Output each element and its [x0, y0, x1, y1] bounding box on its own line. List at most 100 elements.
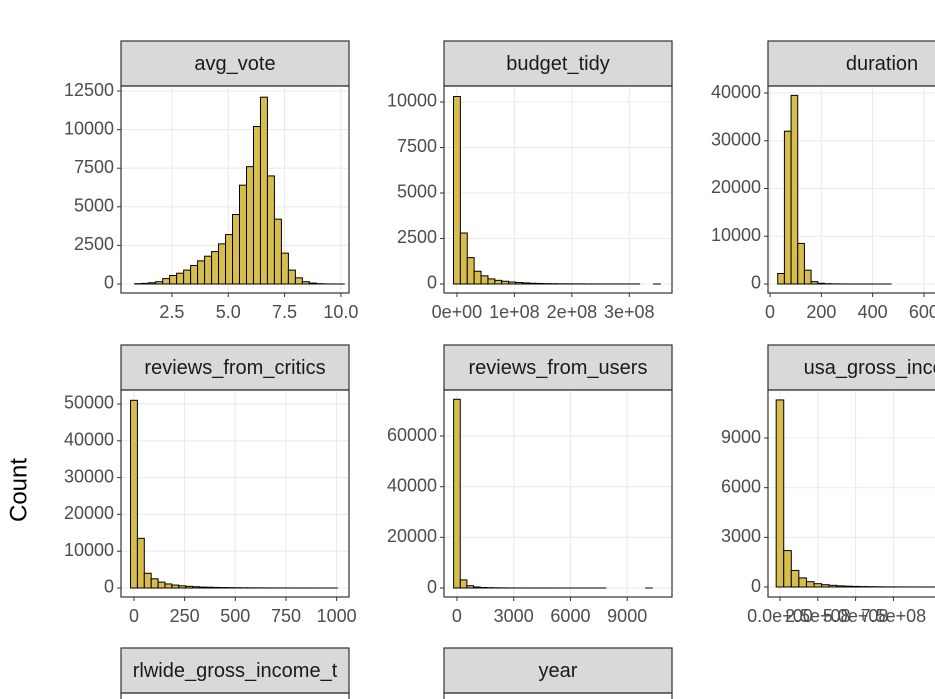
- histogram-bar: [157, 581, 166, 589]
- histogram-bar: [851, 585, 860, 588]
- histogram-bar: [130, 399, 138, 589]
- panel-border: [120, 389, 350, 598]
- histogram-bar: [828, 584, 838, 588]
- histogram-bar: [783, 550, 792, 588]
- histogram-bar: [459, 579, 468, 589]
- histogram-bar: [777, 272, 785, 285]
- strip-title: reviews_from_users: [469, 357, 648, 379]
- histogram-bar: [521, 282, 530, 285]
- y-tick-label: 30000: [711, 129, 761, 149]
- histogram-bar: [479, 586, 488, 589]
- plot-background: [121, 693, 349, 699]
- histogram-bar: [783, 130, 792, 285]
- histogram-bar: [225, 234, 234, 285]
- y-tick-label: 0: [751, 576, 761, 596]
- plot-background: [444, 693, 672, 699]
- histogram-bar: [459, 232, 468, 285]
- x-tick-label: 9000: [607, 606, 647, 626]
- y-tick-label: 50000: [64, 393, 114, 413]
- x-tick-label: 2e+08: [547, 302, 598, 322]
- x-tick-label: 3e+08: [604, 302, 655, 322]
- y-tick-label: 10000: [387, 91, 437, 111]
- histogram-bar: [473, 270, 482, 285]
- panel-border: [767, 85, 935, 294]
- panel-border: [120, 692, 350, 699]
- x-tick-label: 7.5: [272, 302, 297, 322]
- y-tick-label: 10000: [711, 225, 761, 245]
- x-tick-label: 0: [129, 606, 139, 626]
- x-tick-label: 750: [271, 606, 301, 626]
- histogram-bar: [280, 252, 289, 285]
- histogram-bar: [197, 260, 206, 285]
- histogram-bar: [453, 398, 461, 589]
- x-tick-label: 0e+00: [432, 302, 483, 322]
- y-tick-label: 60000: [387, 425, 437, 445]
- histogram-bar: [535, 282, 544, 285]
- histogram-bar: [239, 184, 247, 285]
- y-tick-label: 10000: [64, 540, 114, 560]
- x-tick-label: 5.0e+08: [823, 606, 889, 626]
- strip-title: usa_gross_incom: [804, 357, 935, 379]
- y-tick-label: 7500: [74, 157, 114, 177]
- x-tick-label: 0: [765, 302, 775, 322]
- histogram-bar: [466, 257, 475, 285]
- histogram-bar: [480, 275, 489, 285]
- histogram-bar: [466, 585, 474, 589]
- histogram-bar: [508, 281, 517, 285]
- strip: [767, 344, 935, 391]
- histogram-bar: [178, 585, 187, 589]
- histogram-bar: [790, 94, 799, 285]
- strip: [767, 40, 935, 87]
- histogram-bar: [515, 282, 523, 285]
- x-tick-label: 2.5e+08: [785, 606, 851, 626]
- histogram-bar: [155, 281, 164, 285]
- y-tick-label: 40000: [711, 82, 761, 102]
- histogram-bar: [472, 586, 481, 589]
- plot-background: [444, 86, 672, 293]
- x-tick-label: 200: [806, 302, 836, 322]
- x-tick-label: 250: [170, 606, 200, 626]
- histogram-bar: [797, 242, 805, 285]
- strip-title: budget_tidy: [506, 53, 609, 75]
- y-axis-label: Count: [5, 458, 32, 522]
- histogram-bar: [273, 218, 282, 285]
- x-tick-label: 1000: [317, 606, 357, 626]
- histogram-bar: [232, 214, 241, 285]
- y-tick-label: 2500: [74, 234, 114, 254]
- x-tick-label: 2.5: [159, 302, 184, 322]
- histogram-bar: [301, 281, 310, 285]
- panel-border: [443, 692, 673, 699]
- y-tick-label: 0: [751, 273, 761, 293]
- y-tick-label: 10000: [64, 118, 114, 138]
- histogram-bar: [266, 175, 275, 285]
- x-tick-label: 3000: [494, 606, 534, 626]
- y-tick-label: 5000: [397, 182, 437, 202]
- histogram-bar: [452, 96, 461, 285]
- y-tick-label: 0: [104, 273, 114, 293]
- histogram-bar: [294, 277, 303, 285]
- histogram-bar: [143, 572, 152, 589]
- panel-border: [767, 389, 935, 598]
- histogram-bar: [148, 282, 157, 285]
- x-tick-label: 600: [909, 302, 935, 322]
- histogram-bar: [198, 586, 207, 589]
- histogram-bar: [259, 96, 268, 285]
- histogram-bar: [803, 269, 812, 285]
- histogram-bar: [836, 585, 845, 588]
- strip-title: rlwide_gross_income_t: [133, 660, 338, 682]
- histogram-bar: [212, 586, 221, 589]
- panel-border: [443, 85, 673, 294]
- y-tick-label: 0: [104, 577, 114, 597]
- panel-border: [443, 389, 673, 598]
- x-tick-label: 400: [858, 302, 888, 322]
- panel-border: [120, 85, 350, 294]
- strip: [443, 40, 673, 87]
- histogram-bar: [810, 281, 819, 285]
- histogram-bar: [176, 272, 185, 285]
- histogram-bar: [805, 581, 815, 588]
- y-tick-label: 3000: [721, 526, 761, 546]
- plot-background: [444, 390, 672, 597]
- y-tick-label: 9000: [721, 427, 761, 447]
- y-tick-label: 0: [427, 273, 437, 293]
